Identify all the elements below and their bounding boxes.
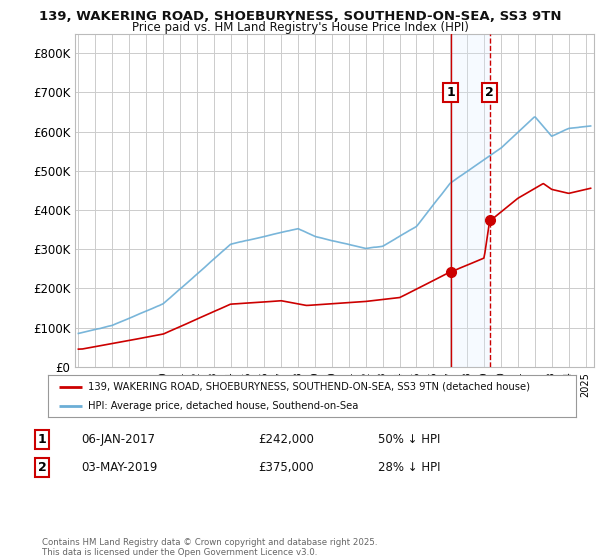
Text: 1: 1: [38, 433, 46, 446]
Text: 2: 2: [485, 86, 494, 99]
Text: £242,000: £242,000: [258, 433, 314, 446]
Text: HPI: Average price, detached house, Southend-on-Sea: HPI: Average price, detached house, Sout…: [88, 401, 358, 411]
Text: 06-JAN-2017: 06-JAN-2017: [81, 433, 155, 446]
Text: Price paid vs. HM Land Registry's House Price Index (HPI): Price paid vs. HM Land Registry's House …: [131, 21, 469, 34]
Text: 03-MAY-2019: 03-MAY-2019: [81, 461, 157, 474]
Text: 50% ↓ HPI: 50% ↓ HPI: [378, 433, 440, 446]
Text: 139, WAKERING ROAD, SHOEBURYNESS, SOUTHEND-ON-SEA, SS3 9TN (detached house): 139, WAKERING ROAD, SHOEBURYNESS, SOUTHE…: [88, 381, 530, 391]
Text: 139, WAKERING ROAD, SHOEBURYNESS, SOUTHEND-ON-SEA, SS3 9TN: 139, WAKERING ROAD, SHOEBURYNESS, SOUTHE…: [39, 10, 561, 23]
Text: Contains HM Land Registry data © Crown copyright and database right 2025.
This d: Contains HM Land Registry data © Crown c…: [42, 538, 377, 557]
Text: 2: 2: [38, 461, 46, 474]
Text: £375,000: £375,000: [258, 461, 314, 474]
Text: 1: 1: [446, 86, 455, 99]
Text: 28% ↓ HPI: 28% ↓ HPI: [378, 461, 440, 474]
Bar: [451, 34, 490, 367]
